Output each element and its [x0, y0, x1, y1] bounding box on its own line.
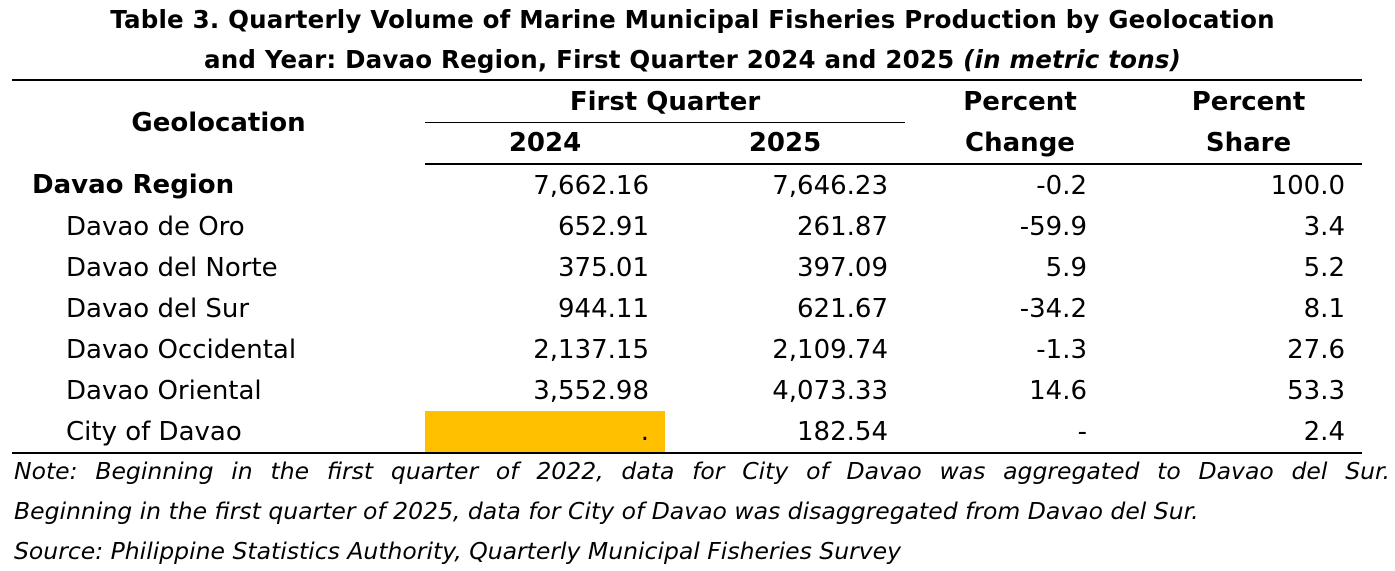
row-percent-change: -1.3 [1036, 334, 1087, 365]
header-percent-share-line1: Percent [1191, 86, 1306, 117]
title-line-2: and Year: Davao Region, First Quarter 20… [0, 40, 1385, 80]
row-value-2024: 375.01 [558, 252, 649, 283]
row-percent-share: 3.4 [1303, 211, 1345, 242]
row-percent-share: 27.6 [1287, 334, 1345, 365]
note-line-2: Beginning in the first quarter of 2025, … [14, 497, 1199, 525]
table-notes: Note: Beginning in the first quarter of … [14, 451, 1394, 571]
row-percent-share: 2.4 [1135, 411, 1362, 454]
table-title: Table 3. Quarterly Volume of Marine Muni… [0, 0, 1385, 80]
highlighted-cell-2024: . [425, 411, 665, 454]
row-percent-change: 14.6 [1029, 375, 1087, 406]
row-percent-share: 5.2 [1303, 252, 1345, 283]
row-value-2024: 944.11 [558, 293, 649, 324]
note-line-1: Note: Beginning in the first quarter of … [14, 457, 1390, 485]
row-geolocation: Davao Region [32, 170, 235, 200]
row-value-2025: 397.09 [797, 252, 888, 283]
title-line-2-main: and Year: Davao Region, First Quarter 20… [203, 45, 964, 74]
row-value-2025: 4,073.33 [772, 375, 888, 406]
row-geolocation: Davao del Sur [66, 293, 250, 324]
row-percent-share: 53.3 [1287, 375, 1345, 406]
row-value-2025: 261.87 [797, 211, 888, 242]
table-row-city-of-davao: City of Davao . 182.54 - 2.4 [12, 411, 1362, 454]
table-row-davao-occidental: Davao Occidental 2,137.15 2,109.74 -1.3 … [12, 329, 1362, 370]
table-row-davao-oriental: Davao Oriental 3,552.98 4,073.33 14.6 53… [12, 370, 1362, 411]
fisheries-table: Geolocation First Quarter Percent Percen… [12, 79, 1362, 454]
table-row-davao-del-norte: Davao del Norte 375.01 397.09 5.9 5.2 [12, 247, 1362, 288]
row-geolocation: Davao del Norte [66, 252, 278, 283]
header-2024: 2024 [425, 122, 665, 165]
table-row-davao-de-oro: Davao de Oro 652.91 261.87 -59.9 3.4 [12, 206, 1362, 247]
row-value-2025: 621.67 [797, 293, 888, 324]
source-line: Source: Philippine Statistics Authority,… [14, 537, 902, 565]
row-percent-change: - [905, 411, 1135, 454]
header-percent-change-line1: Percent [963, 86, 1077, 117]
row-value-2024: 2,137.15 [533, 334, 649, 365]
row-geolocation: Davao Occidental [66, 334, 297, 365]
row-percent-change: -0.2 [1036, 170, 1087, 201]
row-value-2025: 2,109.74 [772, 334, 888, 365]
header-first-quarter: First Quarter [425, 80, 905, 123]
table-row-davao-region: Davao Region 7,662.16 7,646.23 -0.2 100.… [12, 164, 1362, 206]
row-percent-share: 100.0 [1270, 170, 1345, 201]
row-percent-change: -34.2 [1019, 293, 1087, 324]
row-percent-change: -59.9 [1019, 211, 1087, 242]
row-value-2025: 182.54 [665, 411, 905, 454]
header-2025: 2025 [665, 122, 905, 165]
row-value-2024: 3,552.98 [533, 375, 649, 406]
header-percent-share-line2: Share [1135, 122, 1362, 165]
row-geolocation: Davao Oriental [66, 375, 262, 406]
table-row-davao-del-sur: Davao del Sur 944.11 621.67 -34.2 8.1 [12, 288, 1362, 329]
row-value-2024: 652.91 [558, 211, 649, 242]
row-geolocation: Davao de Oro [66, 211, 245, 242]
header-percent-change-line2: Change [905, 122, 1135, 165]
header-geolocation: Geolocation [131, 107, 306, 138]
row-percent-change: 5.9 [1045, 252, 1087, 283]
title-line-1: Table 3. Quarterly Volume of Marine Muni… [110, 5, 1275, 34]
row-percent-share: 8.1 [1303, 293, 1345, 324]
row-value-2024: 7,662.16 [533, 170, 649, 201]
title-unit: (in metric tons) [963, 45, 1182, 74]
row-value-2025: 7,646.23 [772, 170, 888, 201]
row-geolocation: City of Davao [12, 411, 425, 454]
